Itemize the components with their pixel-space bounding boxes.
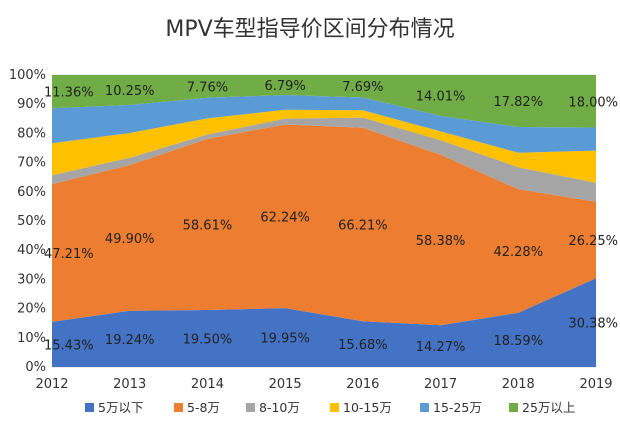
data-label: 47.21% [44,247,94,262]
y-tick-label: 90% [17,97,46,112]
data-label: 17.82% [493,95,543,110]
stacked-areas [52,75,596,367]
data-label: 58.61% [183,218,233,233]
data-label: 7.76% [187,80,228,95]
y-tick-label: 40% [17,243,46,258]
x-tick-label: 2014 [191,377,224,392]
legend-label: 25万以上 [522,400,575,415]
chart-title: MPV车型指导价区间分布情况 [165,17,454,42]
data-label: 62.24% [260,210,310,225]
data-label: 19.24% [105,333,155,348]
area-series-1 [52,124,596,326]
data-label: 66.21% [338,219,388,234]
y-tick-label: 30% [17,272,46,287]
data-label: 58.38% [416,234,466,249]
legend-swatch [420,403,429,412]
area-series-0 [52,278,596,367]
data-label: 15.43% [44,338,94,353]
data-label: 49.90% [105,232,155,247]
y-tick-label: 80% [17,126,46,141]
y-axis: 0% 10% 20% 30% 40% 50% 60% 70% 80% 90% 100% [9,68,46,375]
y-tick-label: 20% [17,302,46,317]
x-tick-label: 2012 [35,377,68,392]
x-tick-label: 2013 [113,377,146,392]
data-label: 7.69% [342,80,383,95]
x-tick-label: 2016 [346,377,379,392]
x-tick-label: 2018 [502,377,535,392]
y-tick-label: 70% [17,156,46,171]
data-label: 15.68% [338,338,388,353]
y-tick-label: 60% [17,185,46,200]
data-label: 30.38% [568,317,618,332]
data-label: 42.28% [493,245,543,260]
data-label: 11.36% [44,86,94,101]
area-series-2 [52,117,596,202]
data-label: 14.27% [416,340,466,355]
legend-label: 5-8万 [187,400,220,415]
legend: 5万以下 5-8万 8-10万 10-15万 15-25万 25万以上 [85,400,575,415]
legend-label: 15-25万 [433,400,482,415]
area-series-4 [52,95,596,153]
legend-swatch [174,403,183,412]
legend-swatch [509,403,518,412]
legend-swatch [246,403,255,412]
data-label: 19.50% [183,333,233,348]
y-tick-label: 100% [9,68,46,83]
data-labels: 15.43% 19.24% 19.50% 19.95% 15.68% 14.27% 18.5… [44,79,618,355]
legend-swatch [330,403,339,412]
data-label: 18.00% [568,95,618,110]
area-series-5 [52,75,596,128]
data-label: 18.59% [493,334,543,349]
x-tick-label: 2015 [269,377,302,392]
data-label: 14.01% [416,89,466,104]
legend-label: 5万以下 [98,400,143,415]
legend-swatch [85,403,94,412]
data-label: 19.95% [260,332,310,347]
legend-label: 10-15万 [343,400,392,415]
x-tick-label: 2019 [579,377,612,392]
data-label: 6.79% [264,79,305,94]
legend-label: 8-10万 [259,400,300,415]
data-label: 10.25% [105,84,155,99]
x-axis: 2012 2013 2014 2015 2016 2017 2018 2019 [35,377,612,392]
y-tick-label: 50% [17,214,46,229]
x-tick-label: 2017 [424,377,457,392]
area-series-3 [52,109,596,183]
y-tick-label: 0% [25,360,46,375]
data-label: 26.25% [568,234,618,249]
y-tick-label: 10% [17,331,46,346]
